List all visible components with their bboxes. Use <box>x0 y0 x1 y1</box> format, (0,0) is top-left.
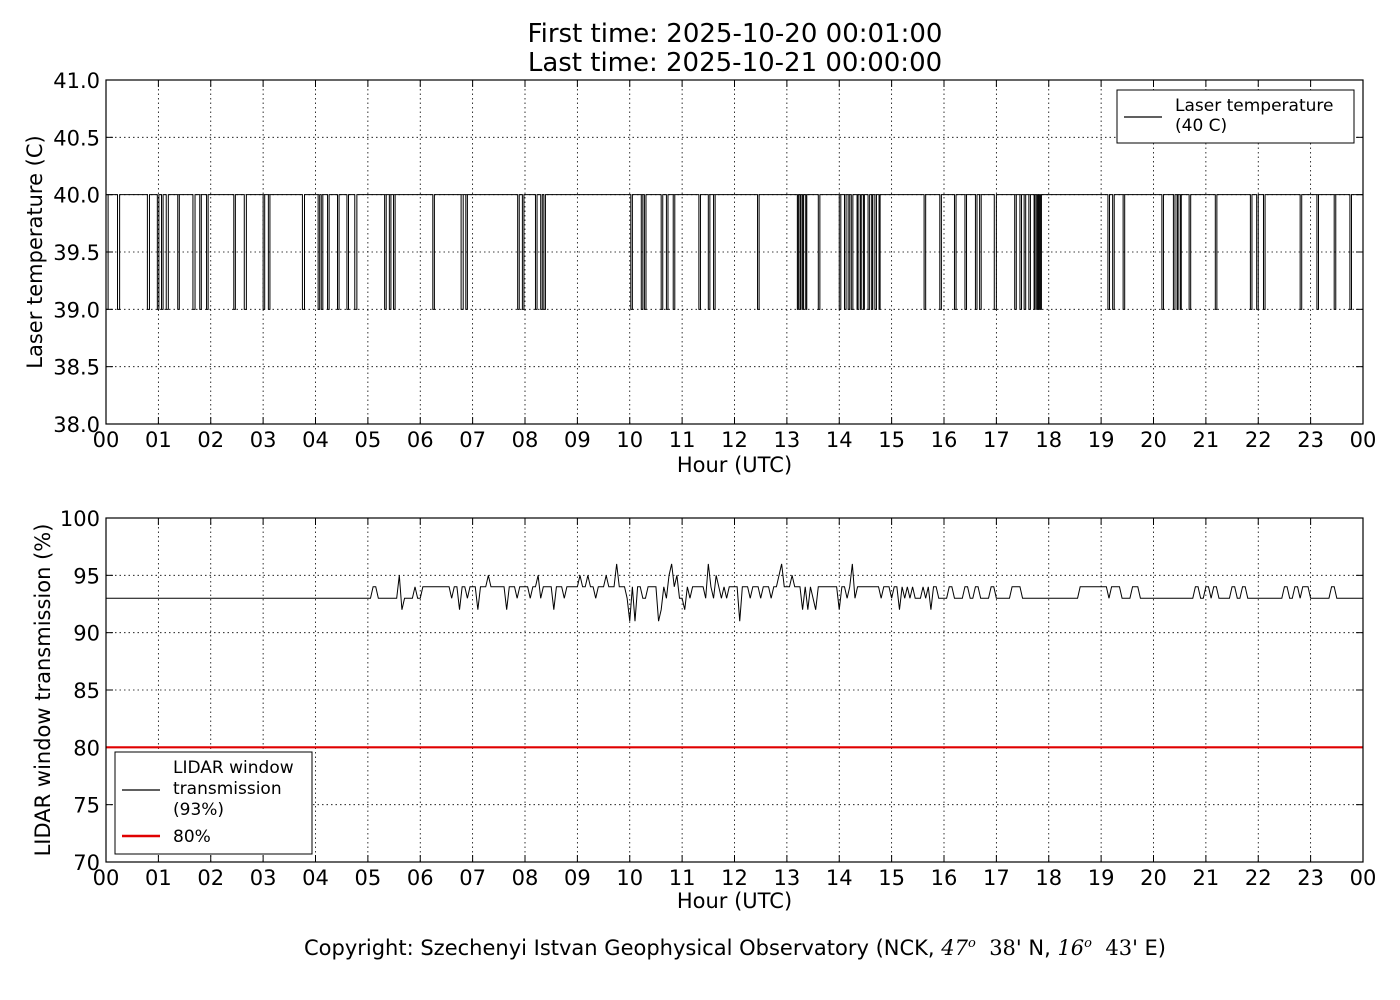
x-tick-label: 00 <box>1350 428 1377 452</box>
longitude-minutes: 43 <box>1105 936 1133 960</box>
x-tick-label: 02 <box>197 428 224 452</box>
x-tick-label: 17 <box>983 428 1010 452</box>
x-tick-label: 04 <box>302 866 329 890</box>
longitude-degrees: 16 <box>1057 936 1085 960</box>
x-tick-label: 08 <box>512 866 539 890</box>
legend-label-line1: LIDAR window <box>173 758 294 778</box>
series-line-lidar-transmission <box>106 563 1363 622</box>
x-tick-label: 21 <box>1193 866 1220 890</box>
x-tick-label: 20 <box>1140 866 1167 890</box>
y-tick-label: 80 <box>73 736 100 760</box>
x-tick-label: 10 <box>616 866 643 890</box>
x-tick-label: 01 <box>145 866 172 890</box>
x-tick-label: 07 <box>459 428 486 452</box>
x-tick-label: 22 <box>1245 866 1272 890</box>
latitude-degrees: 47 <box>941 936 968 960</box>
x-tick-label: 20 <box>1140 428 1167 452</box>
x-tick-label: 23 <box>1297 866 1324 890</box>
x-tick-label: 03 <box>250 866 277 890</box>
x-tick-label: 02 <box>197 866 224 890</box>
latitude-minutes: 38 <box>989 936 1016 960</box>
x-tick-label: 19 <box>1088 866 1115 890</box>
longitude-degree-mark: o <box>1084 936 1092 951</box>
legend-label-line2: transmission <box>173 779 282 799</box>
x-tick-label: 08 <box>512 428 539 452</box>
x-axis-label: Hour (UTC) <box>677 889 792 913</box>
x-tick-label: 16 <box>931 428 958 452</box>
series-line-laser-temperature <box>105 194 1363 310</box>
plot-frame <box>105 79 1364 425</box>
y-tick-label: 40.5 <box>53 126 100 150</box>
laser-temperature-chart: 00 01 02 03 04 05 06 07 08 09 10 11 12 13 14 15 16 17 18 19… <box>23 69 1376 477</box>
x-tick-label: 19 <box>1088 428 1115 452</box>
y-tick-label: 90 <box>73 622 100 646</box>
y-tick-label: 75 <box>73 794 100 818</box>
x-tick-label: 00 <box>93 428 120 452</box>
x-tick-label: 14 <box>826 428 853 452</box>
x-tick-label: 13 <box>774 428 801 452</box>
y-tick-label: 38.0 <box>53 413 100 437</box>
legend-label-80-percent: 80% <box>173 827 211 847</box>
x-tick-label: 22 <box>1245 428 1272 452</box>
x-tick-label: 05 <box>355 428 382 452</box>
y-tick-label: 38.5 <box>53 356 100 380</box>
legend-label-line2: (40 C) <box>1175 116 1227 136</box>
x-tick-label: 00 <box>1350 866 1377 890</box>
x-tick-label: 11 <box>669 866 696 890</box>
x-tick-label: 16 <box>931 866 958 890</box>
x-tick-label: 14 <box>826 866 853 890</box>
y-tick-label: 41.0 <box>53 69 100 93</box>
chart-title-last-time: Last time: 2025-10-21 00:00:00 <box>527 48 943 78</box>
x-tick-label: 04 <box>302 428 329 452</box>
y-tick-label: 95 <box>73 564 100 588</box>
x-tick-label: 10 <box>616 428 643 452</box>
y-tick-label: 100 <box>60 507 100 531</box>
x-tick-label: 06 <box>407 866 434 890</box>
x-tick-label: 06 <box>407 428 434 452</box>
x-tick-label: 09 <box>564 866 591 890</box>
plot-frame <box>105 517 1364 863</box>
y-axis-label: LIDAR window transmission (%) <box>31 524 55 857</box>
latitude-suffix: ' N, <box>1015 936 1058 960</box>
copyright-prefix: Copyright: Szechenyi Istvan Geophysical … <box>303 936 942 960</box>
x-tick-label: 05 <box>355 866 382 890</box>
lidar-transmission-chart: 00 01 02 03 04 05 06 07 08 09 10 11 12 13 14 15 16 17 18 19… <box>31 507 1376 913</box>
x-tick-label: 12 <box>721 428 748 452</box>
chart-legend: Laser temperature(40 C) <box>1116 89 1355 144</box>
x-tick-label: 18 <box>1035 428 1062 452</box>
latitude-degree-mark: o <box>968 936 976 951</box>
x-tick-label: 23 <box>1297 428 1324 452</box>
legend-label-line3: (93%) <box>173 800 224 820</box>
x-tick-label: 17 <box>983 866 1010 890</box>
x-tick-label: 21 <box>1193 428 1220 452</box>
x-tick-label: 11 <box>669 428 696 452</box>
legend-label-line1: Laser temperature <box>1175 96 1333 116</box>
longitude-suffix: ' E) <box>1132 936 1167 960</box>
y-tick-label: 39.0 <box>53 298 100 322</box>
chart-title-first-time: First time: 2025-10-20 00:01:00 <box>527 19 943 49</box>
x-tick-label: 12 <box>721 866 748 890</box>
x-tick-label: 09 <box>564 428 591 452</box>
x-tick-label: 00 <box>93 866 120 890</box>
x-tick-label: 15 <box>878 428 905 452</box>
x-axis-label: Hour (UTC) <box>677 453 792 477</box>
x-tick-label: 01 <box>145 428 172 452</box>
y-axis-label: Laser temperature (C) <box>23 135 47 368</box>
x-tick-label: 03 <box>250 428 277 452</box>
x-tick-label: 07 <box>459 866 486 890</box>
y-tick-label: 39.5 <box>53 241 100 265</box>
y-tick-label: 85 <box>73 679 100 703</box>
y-tick-label: 40.0 <box>53 184 100 208</box>
x-tick-label: 15 <box>878 866 905 890</box>
y-tick-label: 70 <box>73 851 100 875</box>
x-tick-label: 13 <box>774 866 801 890</box>
copyright-footer: Copyright: Szechenyi Istvan Geophysical … <box>0 936 1400 960</box>
x-tick-label: 18 <box>1035 866 1062 890</box>
